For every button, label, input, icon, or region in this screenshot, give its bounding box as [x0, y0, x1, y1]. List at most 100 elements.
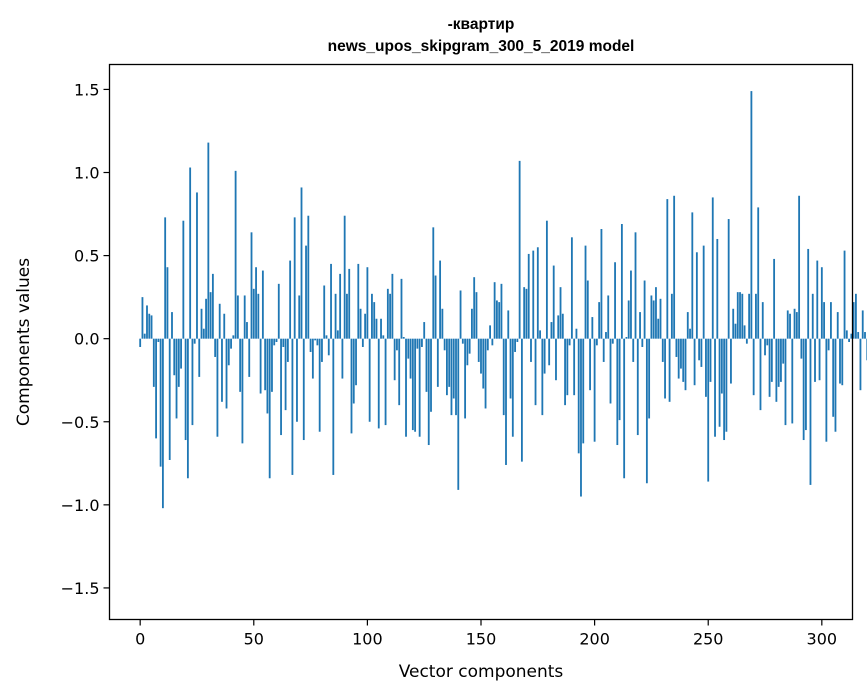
bar [468, 338, 471, 354]
bar [375, 318, 378, 339]
bar [764, 338, 766, 356]
bar [177, 338, 180, 387]
bar [455, 338, 457, 416]
bar [475, 292, 478, 339]
bar [768, 338, 771, 397]
bar [559, 287, 562, 339]
bar [457, 338, 460, 490]
bar [827, 338, 830, 351]
bar [352, 338, 355, 404]
bar [257, 293, 260, 339]
bar [536, 247, 539, 339]
bar [250, 232, 253, 339]
bar [645, 338, 648, 484]
bar [141, 297, 144, 339]
bar [543, 338, 546, 374]
bar [286, 338, 289, 362]
bar [332, 338, 335, 475]
bar [589, 338, 591, 391]
bar [273, 338, 276, 346]
bar [845, 330, 848, 339]
bar [361, 338, 364, 347]
bar [155, 338, 157, 439]
bar [280, 338, 282, 436]
bar [516, 338, 519, 342]
bar [305, 245, 307, 339]
bar [382, 335, 385, 339]
bar [293, 217, 296, 339]
bar [632, 338, 635, 362]
bar [302, 338, 305, 441]
bar [496, 300, 498, 339]
bar [200, 308, 203, 339]
bar [552, 265, 555, 339]
bar [425, 338, 428, 392]
bar [168, 338, 171, 460]
bar [186, 338, 189, 479]
bar [698, 338, 701, 361]
bar [216, 338, 219, 437]
bar [720, 338, 723, 394]
bar [500, 283, 503, 339]
bar [502, 338, 505, 416]
bar [586, 280, 589, 339]
bar [173, 338, 176, 376]
bar [643, 280, 646, 339]
x-tick-label: 200 [579, 630, 610, 649]
bar [759, 338, 762, 411]
bar [752, 338, 755, 396]
bar [639, 312, 641, 339]
bar [486, 338, 489, 351]
bar [423, 322, 426, 339]
bar [814, 338, 816, 382]
bar [318, 338, 321, 432]
bar [264, 338, 267, 391]
bar [591, 317, 594, 339]
bar [652, 300, 655, 339]
bar [709, 338, 712, 382]
bar [366, 267, 369, 339]
bar [386, 288, 389, 339]
bar [316, 338, 319, 346]
bar [427, 338, 430, 446]
bar [359, 308, 362, 339]
bar [595, 338, 598, 346]
bar [514, 338, 516, 352]
bar [255, 267, 257, 339]
bar [820, 267, 823, 339]
bar [775, 338, 778, 402]
bar [402, 337, 405, 339]
bar [511, 338, 514, 437]
bar [416, 338, 419, 349]
bar [527, 253, 530, 339]
bar [584, 245, 587, 339]
bar [623, 338, 626, 479]
bar [864, 332, 866, 339]
bar [350, 338, 353, 434]
bar [355, 338, 357, 386]
bar [700, 338, 703, 367]
bar [364, 313, 367, 339]
bar [205, 298, 207, 339]
bar [202, 328, 205, 339]
bar [598, 302, 601, 339]
bar [668, 338, 671, 402]
bar [282, 338, 285, 347]
bar [732, 308, 735, 339]
bar [371, 293, 373, 339]
bar [327, 338, 330, 356]
x-tick-label: 50 [244, 630, 264, 649]
bar [677, 338, 680, 379]
bar [309, 338, 312, 352]
bar [343, 215, 346, 339]
bar [561, 313, 564, 339]
chart-title: -квартир [448, 16, 515, 33]
bar [448, 338, 451, 387]
bar [593, 338, 596, 442]
bar [421, 338, 423, 347]
bar [655, 287, 657, 339]
bar [743, 325, 746, 339]
bar [675, 338, 678, 357]
bar [482, 338, 485, 389]
y-axis-label: Components values [14, 258, 34, 426]
